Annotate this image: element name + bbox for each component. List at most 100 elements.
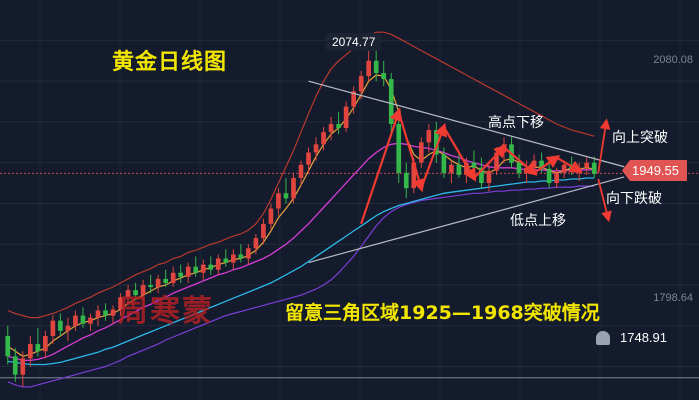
candle-body xyxy=(65,325,71,331)
candle-body xyxy=(35,344,41,352)
candle-body xyxy=(486,170,492,184)
candle-body xyxy=(178,272,184,277)
swing-arrow xyxy=(473,144,508,179)
ma-long-line xyxy=(7,177,595,366)
candle-body xyxy=(539,160,544,169)
candle-body xyxy=(148,284,153,288)
candle-body xyxy=(118,297,123,310)
swing-arrow xyxy=(442,126,477,182)
candle-body xyxy=(246,248,251,259)
candle-body xyxy=(140,284,146,296)
candle-body xyxy=(283,193,289,199)
candle-body xyxy=(298,164,304,178)
swing-arrow xyxy=(360,107,403,225)
candle-body xyxy=(58,320,63,331)
candle-body xyxy=(343,106,349,129)
candle-body xyxy=(411,162,417,189)
candle-body xyxy=(155,278,161,288)
candle-body xyxy=(373,60,379,73)
candle-body xyxy=(554,172,559,184)
swing-arrow xyxy=(397,111,426,193)
lower-highs-label: 高点下移 xyxy=(488,115,544,131)
candle-body xyxy=(230,254,236,263)
candle-body xyxy=(516,162,522,173)
candle-body xyxy=(388,79,394,124)
swing-arrow xyxy=(533,155,561,174)
candle-body xyxy=(268,208,274,224)
candle-body xyxy=(43,335,48,352)
candle-body xyxy=(12,356,18,375)
candle-body xyxy=(276,193,281,209)
candle-body xyxy=(125,290,131,298)
bollinger-bands xyxy=(7,31,595,388)
candle-body xyxy=(88,317,93,324)
break-down-arrow xyxy=(597,178,612,223)
candle-body xyxy=(200,264,206,273)
candle-body xyxy=(321,132,326,145)
candle-body xyxy=(336,123,341,129)
candle-body xyxy=(456,164,462,175)
candle-body xyxy=(27,344,33,359)
candle-body xyxy=(306,152,311,165)
author-watermark: 周寒蒙 xyxy=(118,294,214,329)
candle-body xyxy=(208,264,214,270)
candle-body xyxy=(80,315,86,324)
triangle-note: 留意三角区域1925—1968突破情况 xyxy=(285,302,600,324)
candle-body xyxy=(185,266,191,277)
break-up-label: 向上突破 xyxy=(612,130,668,146)
price-alert[interactable]: 1748.91 xyxy=(596,330,667,345)
candle-body xyxy=(313,144,319,153)
triangle-pattern xyxy=(308,80,625,264)
higher-lows-label: 低点上移 xyxy=(510,213,566,229)
bollinger-upper-line xyxy=(7,31,595,319)
candle-body xyxy=(434,130,439,155)
candle-body xyxy=(5,335,11,357)
swing-arrow xyxy=(556,156,583,174)
candle-body xyxy=(20,358,26,375)
candle-body xyxy=(366,60,372,77)
y-tick-label: 1798.64 xyxy=(653,292,693,304)
candle-body xyxy=(238,254,244,259)
swing-arrows xyxy=(360,107,612,225)
candle-body xyxy=(403,172,409,189)
candle-body xyxy=(193,266,199,273)
break-up-arrow xyxy=(597,118,611,174)
candle-body xyxy=(546,168,552,184)
candle-body xyxy=(358,76,364,92)
candle-body xyxy=(215,258,221,270)
candle-body xyxy=(561,164,567,173)
candle-body xyxy=(261,223,266,239)
candle-body xyxy=(396,123,402,173)
candle-body xyxy=(471,162,477,168)
candle-body xyxy=(291,177,296,199)
candle-body xyxy=(494,152,499,171)
candle-body xyxy=(441,154,447,173)
candle-body xyxy=(223,258,229,263)
y-tick-label: 2080.08 xyxy=(653,54,693,66)
candle-body xyxy=(133,290,138,296)
candle-body xyxy=(351,91,356,107)
candle-body xyxy=(73,315,78,326)
candle-body xyxy=(50,320,56,336)
triangle-upper-line xyxy=(308,80,625,168)
current-price-tag: 1949.55 xyxy=(622,160,687,181)
candle-body xyxy=(479,167,484,184)
candle-body xyxy=(381,72,387,80)
high-price-tag: 2074.77 xyxy=(326,33,382,51)
candle-body xyxy=(95,310,101,318)
break-down-label: 向下跌破 xyxy=(606,191,662,207)
candle-body xyxy=(103,310,108,316)
candlesticks xyxy=(5,45,597,387)
candle-body xyxy=(531,160,537,168)
candle-body xyxy=(591,162,597,174)
triangle-lower-line xyxy=(308,176,625,264)
candle-body xyxy=(449,164,454,173)
candle-body xyxy=(253,238,259,249)
candle-body xyxy=(426,130,432,143)
chart-title: 黄金日线图 xyxy=(112,50,228,75)
bell-icon[interactable] xyxy=(596,330,610,345)
candle-body xyxy=(418,142,424,163)
